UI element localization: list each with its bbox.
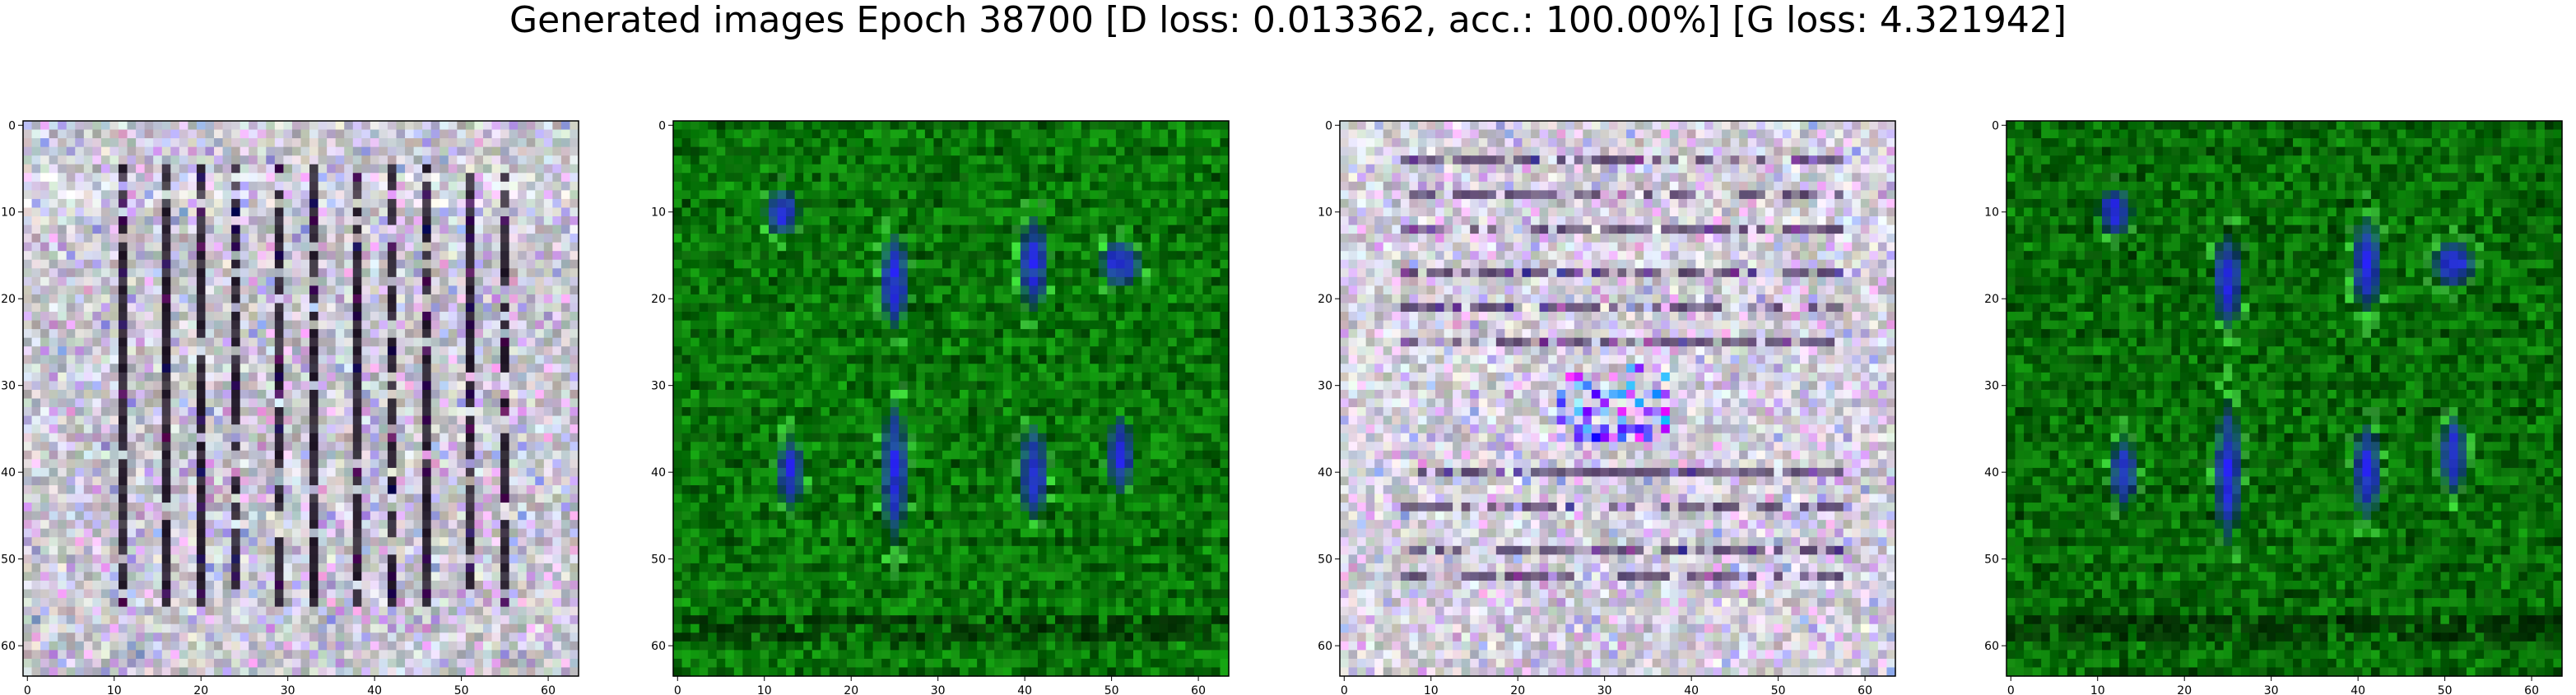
axes-frame (672, 120, 1230, 677)
x-tick-label: 0 (674, 684, 681, 695)
generated-image-panel-2: 0 10 20 30 40 50 60 0 10 20 30 40 50 60 (650, 0, 1284, 695)
x-tick-label: 0 (2007, 684, 2015, 695)
y-tick-label: 40 (1984, 466, 1999, 480)
x-tick-label: 40 (1684, 684, 1699, 695)
y-tick-label: 50 (1318, 554, 1332, 567)
image-pixels (673, 121, 1230, 677)
generated-image-panel-3: 0 10 20 30 40 50 60 0 10 20 30 40 50 60 (1317, 0, 1951, 695)
y-tick-label: 0 (658, 119, 666, 132)
x-tick-label: 10 (2090, 684, 2105, 695)
y-tick-label: 50 (1984, 554, 1999, 567)
generated-image-panel-4: 0 10 20 30 40 50 60 0 10 20 30 40 50 60 (1983, 0, 2576, 695)
x-tick-label: 50 (1771, 684, 1786, 695)
x-tick-label: 30 (1597, 684, 1612, 695)
y-tick-label: 30 (1984, 380, 1999, 393)
generated-image-1: 0 10 20 30 40 50 60 0 10 20 30 40 50 60 (1, 119, 579, 695)
y-tick-label: 10 (1318, 206, 1332, 220)
x-tick-label: 40 (367, 684, 382, 695)
x-tick-label: 30 (281, 684, 295, 695)
y-tick-label: 20 (1984, 293, 1999, 306)
x-tick-label: 20 (1510, 684, 1525, 695)
generated-image-3: 0 10 20 30 40 50 60 0 10 20 30 40 50 60 (1318, 119, 1896, 695)
y-tick-label: 50 (1, 554, 16, 567)
y-tick-label: 60 (651, 640, 666, 653)
x-tick-label: 60 (541, 684, 556, 695)
x-tick-label: 0 (1341, 684, 1348, 695)
image-pixels (1340, 121, 1896, 677)
x-tick-label: 50 (454, 684, 469, 695)
x-tick-label: 60 (1191, 684, 1206, 695)
x-tick-label: 60 (1858, 684, 1872, 695)
y-tick-label: 60 (1, 640, 16, 653)
x-tick-label: 30 (931, 684, 946, 695)
axes-frame (2006, 120, 2563, 677)
y-tick-label: 20 (1318, 293, 1332, 306)
x-tick-label: 40 (1017, 684, 1032, 695)
y-tick-label: 40 (651, 466, 666, 480)
x-tick-label: 0 (24, 684, 31, 695)
y-tick-label: 60 (1318, 640, 1332, 653)
generated-image-4: 0 10 20 30 40 50 60 0 10 20 30 40 50 60 (1984, 119, 2563, 695)
y-tick-label: 0 (8, 119, 16, 132)
y-tick-label: 30 (651, 380, 666, 393)
axes-frame (22, 120, 579, 677)
x-tick-label: 30 (2264, 684, 2279, 695)
x-tick-label: 20 (193, 684, 208, 695)
x-tick-label: 10 (1424, 684, 1439, 695)
y-tick-label: 10 (651, 206, 666, 220)
y-tick-label: 30 (1, 380, 16, 393)
x-tick-label: 20 (2177, 684, 2192, 695)
y-tick-label: 20 (1, 293, 16, 306)
y-tick-label: 50 (651, 554, 666, 567)
y-tick-label: 0 (1325, 119, 1332, 132)
y-tick-label: 10 (1984, 206, 1999, 220)
x-tick-label: 10 (107, 684, 122, 695)
x-tick-label: 20 (844, 684, 858, 695)
x-tick-label: 50 (1104, 684, 1119, 695)
x-tick-label: 60 (2524, 684, 2539, 695)
generated-image-panel-1: 0 10 20 30 40 50 60 0 10 20 30 40 50 60 (0, 0, 634, 695)
axes-frame (1339, 120, 1896, 677)
image-pixels (2006, 121, 2563, 677)
y-tick-label: 40 (1318, 466, 1332, 480)
y-tick-label: 10 (1, 206, 16, 220)
y-tick-label: 40 (1, 466, 16, 480)
y-tick-label: 20 (651, 293, 666, 306)
y-tick-label: 60 (1984, 640, 1999, 653)
generated-image-2: 0 10 20 30 40 50 60 0 10 20 30 40 50 60 (651, 119, 1230, 695)
x-tick-label: 50 (2438, 684, 2453, 695)
x-tick-label: 40 (2350, 684, 2365, 695)
y-tick-label: 30 (1318, 380, 1332, 393)
x-tick-label: 10 (757, 684, 772, 695)
image-pixels (23, 121, 579, 677)
figure-title: Generated images Epoch 38700 [D loss: 0.… (509, 0, 2067, 41)
y-tick-label: 0 (1992, 119, 1999, 132)
